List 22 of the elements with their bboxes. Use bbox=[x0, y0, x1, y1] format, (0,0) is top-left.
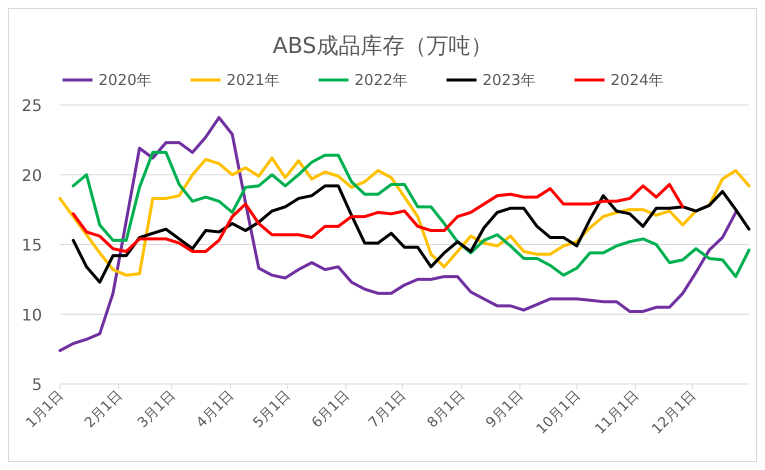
x-tick-label: 7月1日 bbox=[366, 388, 410, 432]
legend-label: 2023年 bbox=[482, 71, 536, 89]
y-tick-label: 15 bbox=[22, 236, 42, 254]
x-tick-label: 4月1日 bbox=[193, 388, 238, 432]
y-tick-label: 20 bbox=[22, 166, 42, 185]
x-tick-label: 2月1日 bbox=[82, 388, 126, 432]
x-tick-label: 5月1日 bbox=[250, 388, 294, 432]
y-tick-label: 5 bbox=[32, 375, 42, 394]
chart-title: ABS成品库存（万吨） bbox=[272, 34, 492, 59]
legend-label: 2021年 bbox=[226, 71, 280, 89]
legend-label: 2020年 bbox=[98, 71, 152, 89]
x-tick-label: 8月1日 bbox=[424, 388, 468, 432]
x-tick-label: 10月1日 bbox=[534, 388, 584, 438]
legend-label: 2024年 bbox=[610, 71, 664, 89]
legend-label: 2022年 bbox=[354, 71, 408, 89]
x-tick-label: 6月1日 bbox=[308, 388, 353, 432]
x-tick-label: 9月1日 bbox=[483, 388, 527, 432]
x-tick-label: 12月1日 bbox=[649, 388, 700, 438]
x-tick-label: 3月1日 bbox=[134, 388, 179, 432]
y-tick-label: 10 bbox=[22, 305, 42, 324]
x-tick-label: 11月1日 bbox=[592, 388, 642, 438]
y-tick-label: 25 bbox=[22, 96, 42, 115]
